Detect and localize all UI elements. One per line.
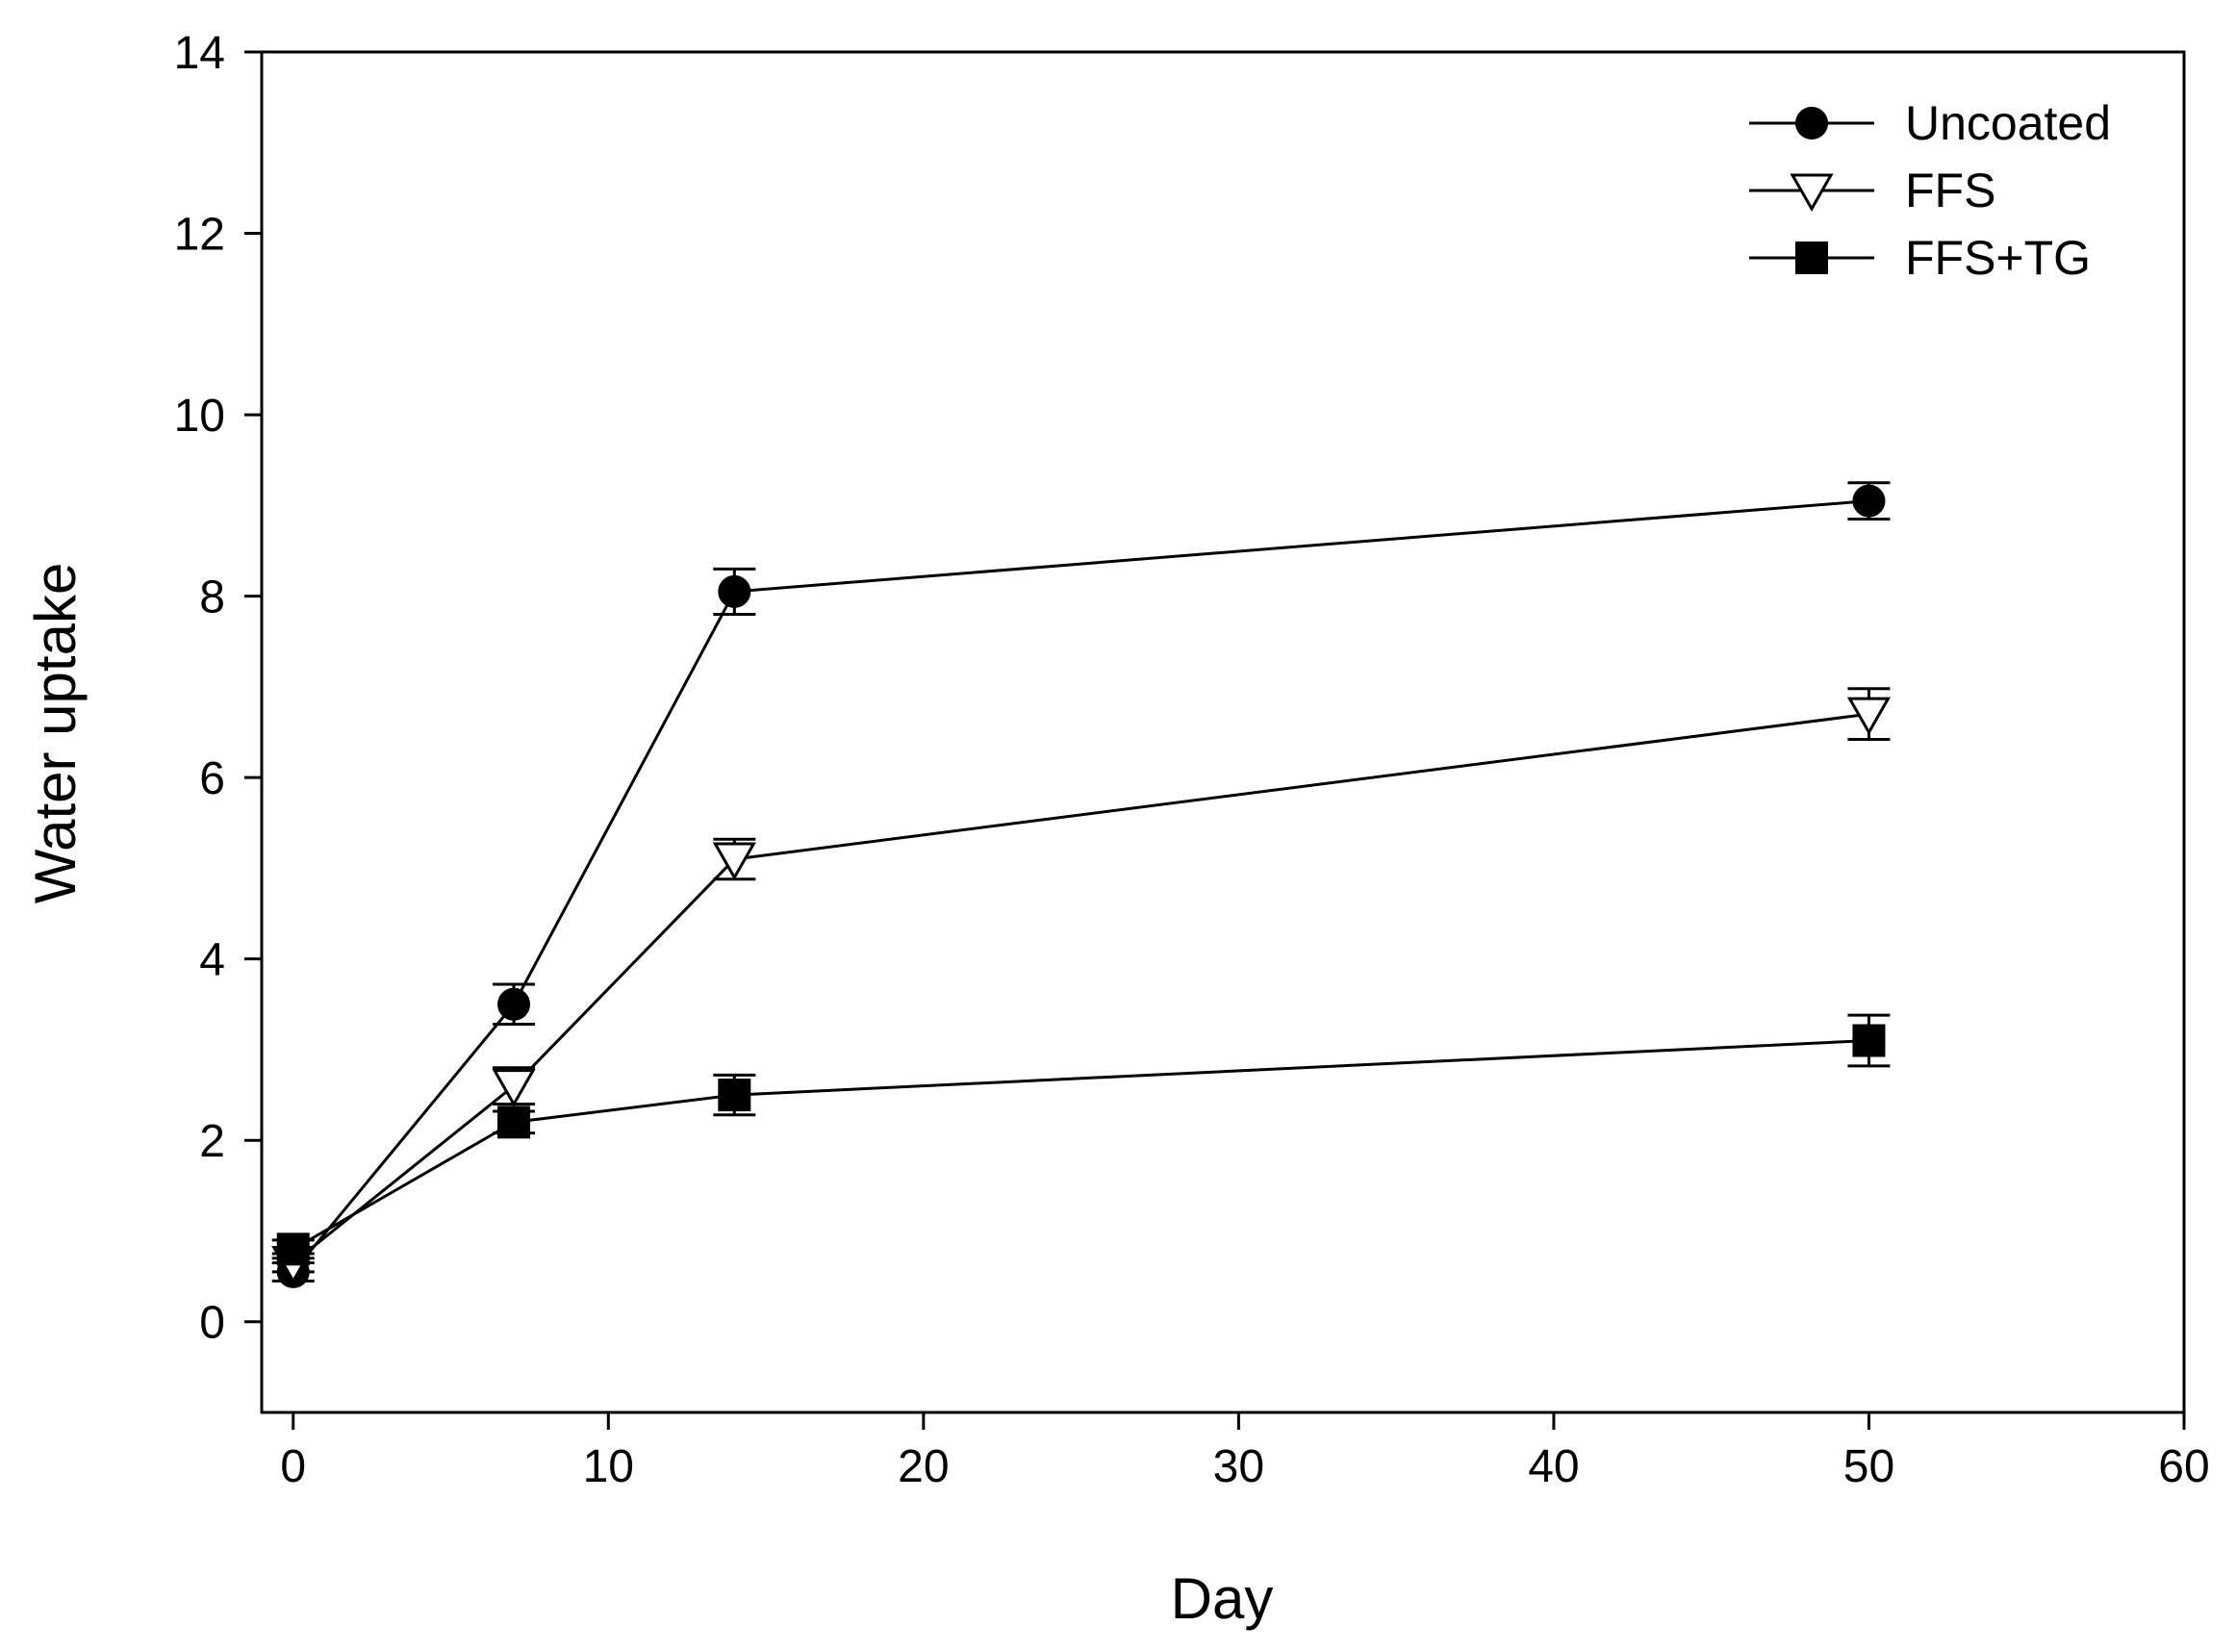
data-point-uncoated — [1852, 484, 1886, 518]
y-tick-label: 6 — [199, 753, 225, 804]
legend-marker — [1790, 173, 1834, 213]
axes-layer: 0 10 20 30 40 50 60 0 2 4 6 8 10 12 14 — [174, 28, 2210, 1492]
y-tick-label: 10 — [174, 391, 225, 442]
x-tick-label: 40 — [1528, 1441, 1579, 1492]
series-ffs-tg — [271, 1013, 1891, 1266]
y-tick-label: 14 — [174, 28, 225, 79]
legend-item-uncoated: Uncoated — [1749, 96, 2111, 150]
y-tick-label: 0 — [199, 1298, 225, 1349]
series-ffs — [271, 687, 1892, 1284]
legend-marker — [1795, 241, 1828, 274]
legend-label: FFS+TG — [1905, 231, 2091, 285]
x-tick-label: 30 — [1213, 1441, 1264, 1492]
series-line-ffs — [292, 712, 1869, 1264]
series-line-ffs-tg — [292, 1039, 1869, 1251]
x-axis-title: Day — [1171, 1566, 1274, 1631]
data-point-ffs-tg — [1852, 1024, 1886, 1057]
data-point-ffs — [1846, 697, 1892, 736]
x-tick-label: 20 — [898, 1441, 949, 1492]
x-tick-label: 50 — [1843, 1441, 1894, 1492]
legend-item-ffs-tg: FFS+TG — [1749, 231, 2091, 285]
legend-item-ffs: FFS — [1749, 164, 1995, 217]
y-tick-label: 12 — [174, 210, 225, 261]
y-tick-label: 2 — [199, 1116, 225, 1167]
x-tick-label: 60 — [2158, 1441, 2209, 1492]
data-point-ffs — [712, 842, 756, 880]
data-point-ffs — [492, 1069, 536, 1107]
legend-label: Uncoated — [1905, 96, 2111, 150]
data-point-ffs-tg — [276, 1233, 310, 1266]
y-tick-label: 4 — [199, 935, 225, 986]
y-tick-label: 8 — [199, 572, 225, 623]
legend-label: FFS — [1905, 164, 1995, 217]
x-tick-label: 0 — [280, 1441, 306, 1492]
series-uncoated — [271, 481, 1891, 1288]
data-point-uncoated — [718, 574, 751, 608]
y-axis-title: Water uptake — [23, 563, 88, 904]
series-line-uncoated — [292, 499, 1869, 1273]
data-point-uncoated — [497, 987, 531, 1021]
data-point-ffs-tg — [718, 1079, 751, 1112]
legend-marker — [1795, 107, 1828, 140]
legend: Uncoated FFS FFS+TG — [1749, 96, 2111, 285]
x-tick-label: 10 — [583, 1441, 634, 1492]
data-point-ffs-tg — [497, 1106, 531, 1139]
plot-frame — [260, 50, 2186, 1414]
series-layer — [271, 481, 1892, 1288]
